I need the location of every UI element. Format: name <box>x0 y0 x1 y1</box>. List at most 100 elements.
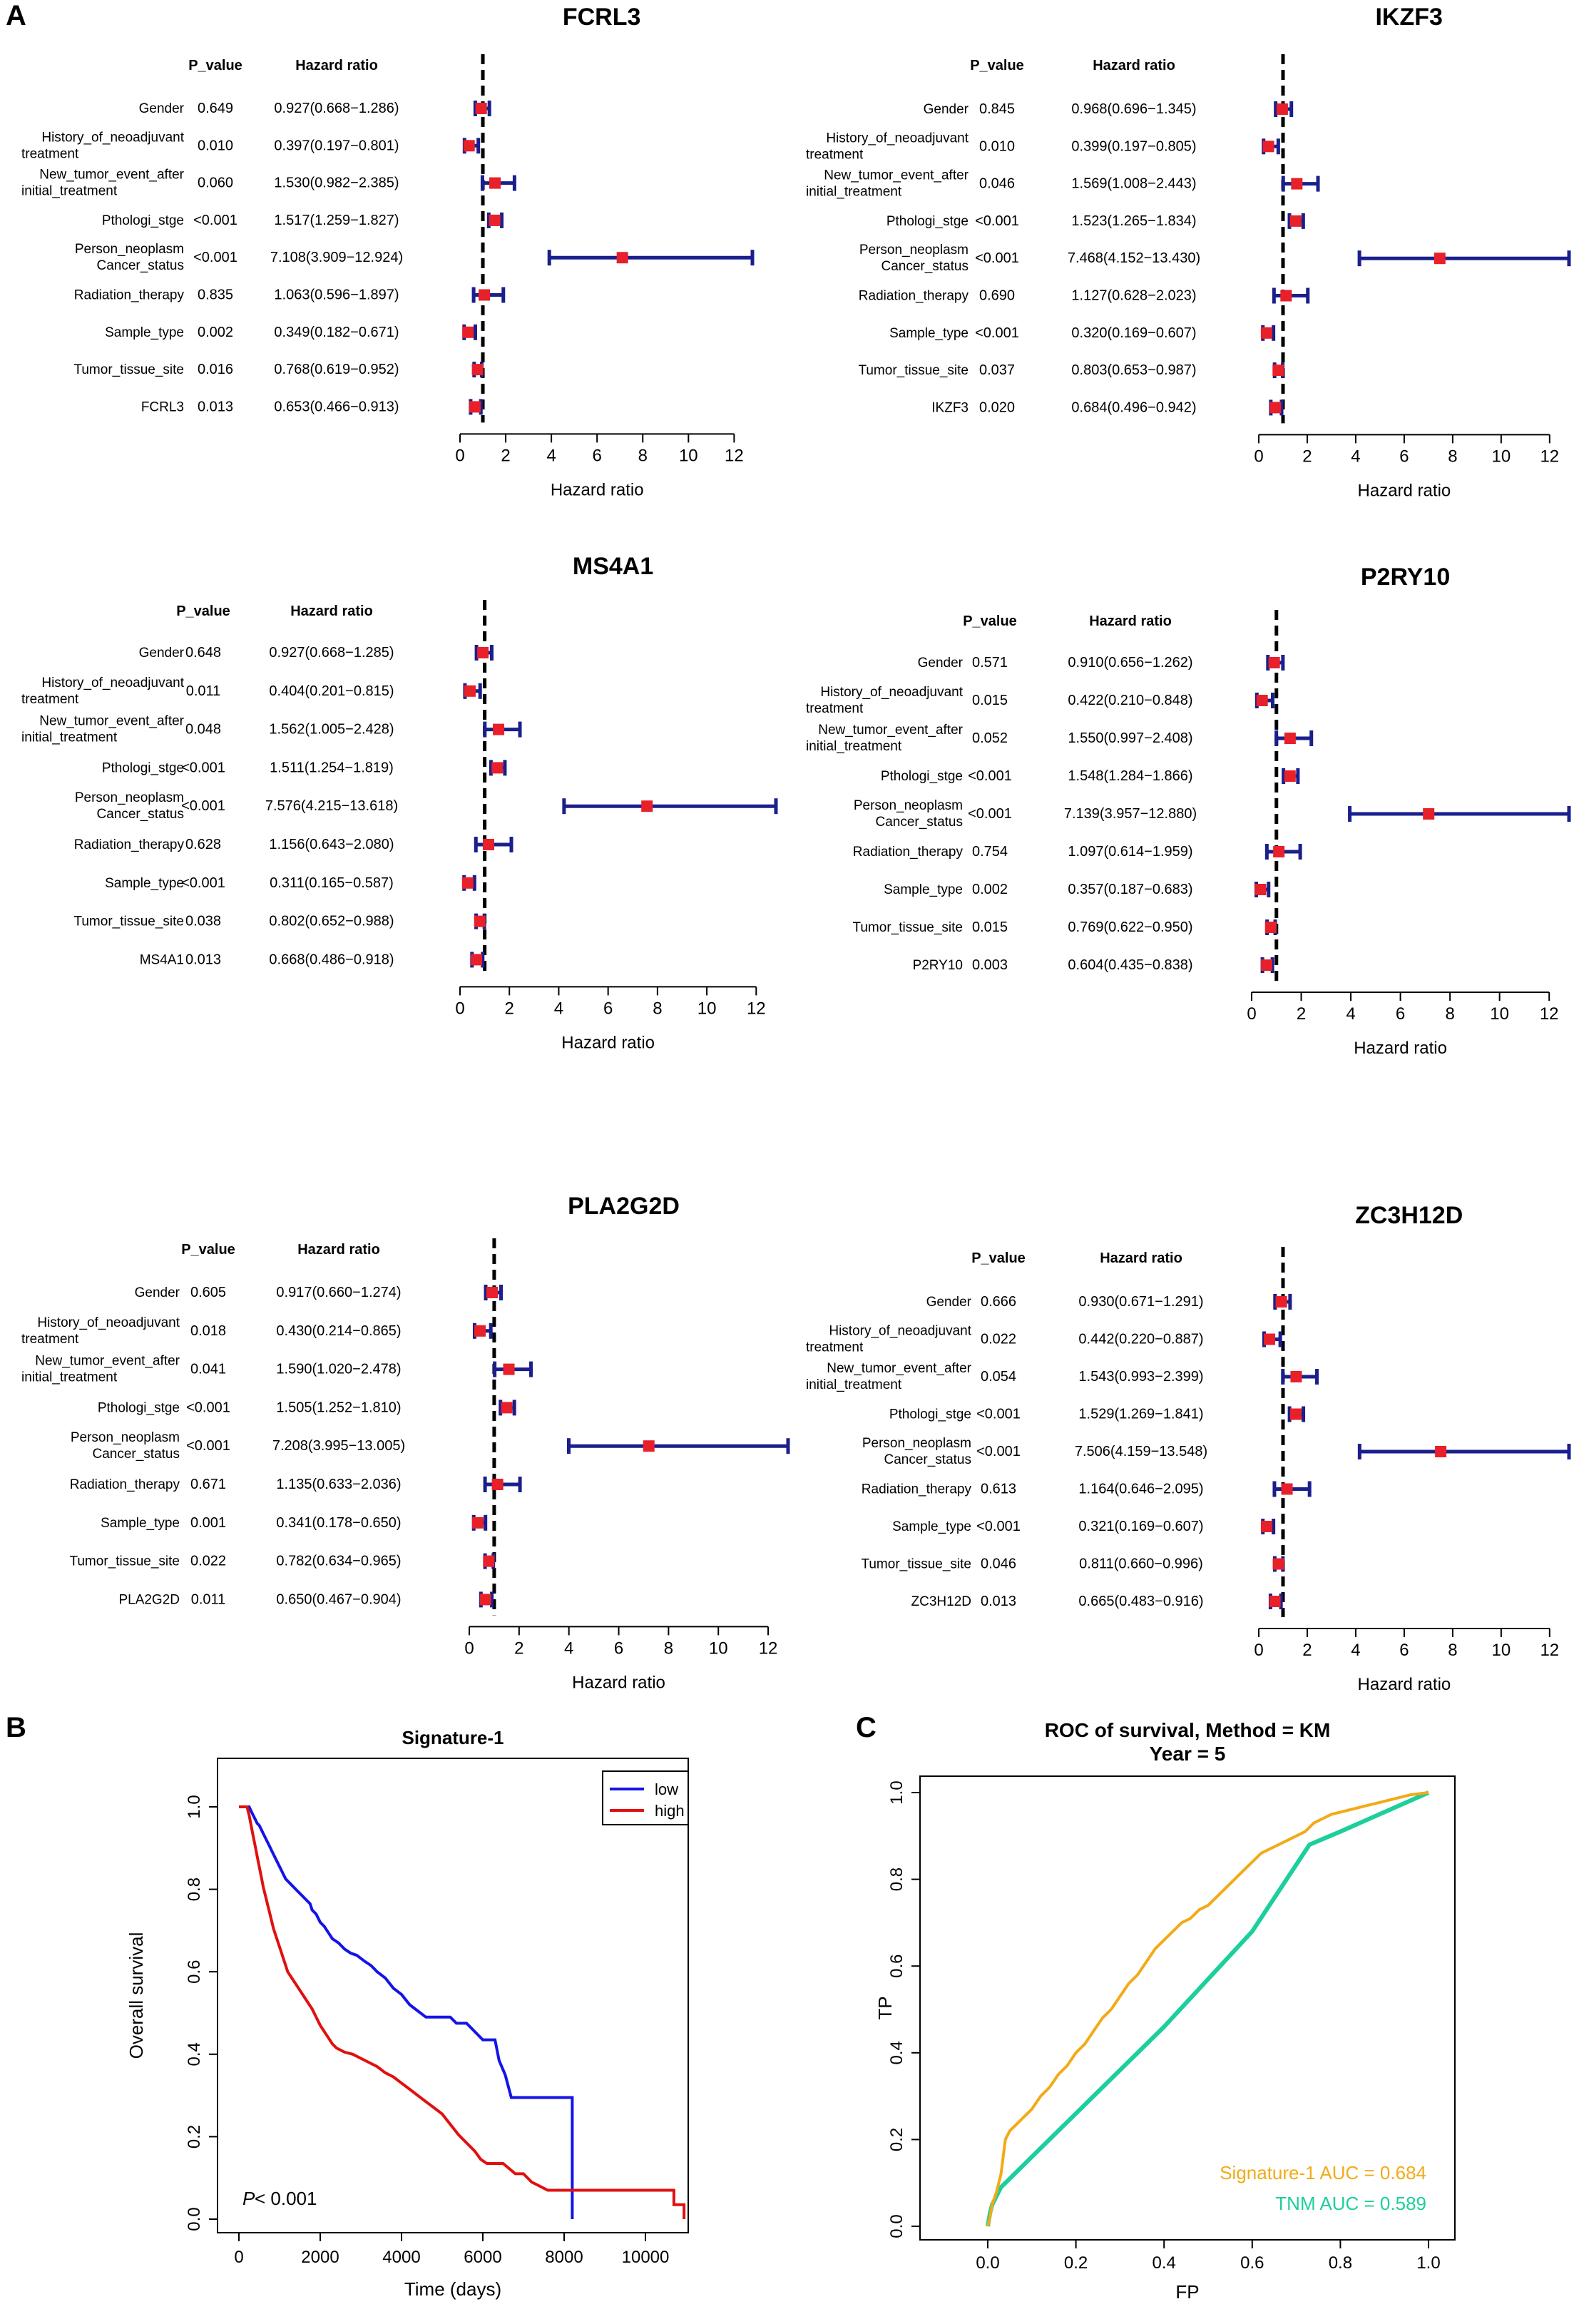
column-header-p-value: P_value <box>176 603 230 619</box>
x-tick-label: 0 <box>455 446 464 465</box>
row-p-value: <0.001 <box>975 213 1019 229</box>
hazard-ratio-point <box>1289 1408 1302 1420</box>
column-header-p-value: P_value <box>181 1242 235 1258</box>
x-tick-label: 6 <box>614 1638 623 1658</box>
x-axis-title: FP <box>1175 2281 1199 2303</box>
row-label-line1: Person_neoplasm <box>862 1436 971 1451</box>
row-hazard-ratio-text: 0.321(0.169−0.607) <box>1078 1519 1203 1534</box>
column-header-hazard-ratio: Hazard ratio <box>1093 58 1175 73</box>
row-hazard-ratio-text: 1.543(0.993−2.399) <box>1078 1369 1203 1385</box>
hazard-ratio-point <box>641 800 653 812</box>
row-p-value: 0.571 <box>972 655 1008 671</box>
y-tick-label: 1.0 <box>887 1780 906 1804</box>
row-label: P2RY10 <box>913 958 963 973</box>
row-p-value: 0.011 <box>191 1591 226 1607</box>
row-hazard-ratio-text: 0.604(0.435−0.838) <box>1068 957 1192 973</box>
row-p-value: 0.015 <box>972 693 1008 708</box>
row-p-value: 0.002 <box>198 325 233 340</box>
column-header-hazard-ratio: Hazard ratio <box>297 1242 380 1258</box>
hazard-ratio-point <box>643 1440 655 1452</box>
row-label: FCRL3 <box>141 399 184 414</box>
row-label-line1: History_of_neoadjuvant <box>41 130 184 145</box>
hazard-ratio-point <box>483 1555 495 1567</box>
row-p-value: 0.648 <box>185 645 221 661</box>
row-label-line1: History_of_neoadjuvant <box>820 685 963 700</box>
row-p-value: 0.041 <box>190 1362 226 1377</box>
row-p-value: <0.001 <box>975 250 1019 266</box>
hazard-ratio-point <box>471 954 483 966</box>
x-tick-label: 0.2 <box>1064 2253 1088 2273</box>
x-axis-title: Hazard ratio <box>572 1673 665 1692</box>
y-tick-label: 0.2 <box>185 2125 204 2149</box>
hazard-ratio-point <box>1260 327 1272 339</box>
hazard-ratio-point <box>1291 178 1303 190</box>
row-label: Pthologi_stge <box>102 760 184 775</box>
row-p-value: 0.013 <box>981 1594 1016 1609</box>
row-p-value: 0.628 <box>185 837 221 852</box>
row-hazard-ratio-text: 0.684(0.496−0.942) <box>1071 399 1196 415</box>
y-tick-label: 0.4 <box>887 2041 906 2064</box>
chart-title: Signature-1 <box>402 1727 504 1748</box>
x-tick-label: 8 <box>1445 1004 1454 1024</box>
auc-label-tnm: TNM AUC = 0.589 <box>1275 2193 1426 2214</box>
hazard-ratio-point <box>483 839 495 850</box>
panel-letter-c: C <box>856 1712 877 1743</box>
hazard-ratio-point <box>469 401 481 413</box>
hazard-ratio-point <box>1284 770 1296 782</box>
row-hazard-ratio-text: 0.811(0.660−0.996) <box>1079 1556 1203 1572</box>
plot-frame <box>919 1775 1456 2241</box>
row-label-line1: New_tumor_event_after <box>818 723 963 738</box>
row-label: Radiation_therapy <box>70 1477 180 1492</box>
chart-svg: P2RY10 P_value Hazard ratio Gender 0.571 0.91… <box>806 564 1571 1058</box>
row-label: Gender <box>918 656 964 671</box>
hazard-ratio-point <box>1272 365 1284 377</box>
y-axis-title: TP <box>874 1996 896 2019</box>
row-p-value: <0.001 <box>181 760 225 775</box>
x-tick-label: 12 <box>747 999 766 1018</box>
row-label-line2: initial_treatment <box>806 739 902 754</box>
row-p-value: 0.690 <box>979 288 1015 304</box>
hazard-ratio-point <box>1272 1558 1284 1570</box>
row-p-value: 0.046 <box>981 1556 1016 1572</box>
row-label: Sample_type <box>892 1519 971 1534</box>
row-label-line1: Person_neoplasm <box>71 1430 180 1445</box>
x-tick-label: 6000 <box>464 2248 501 2267</box>
chart-subtitle: Year = 5 <box>1150 1743 1226 1765</box>
row-label: Tumor_tissue_site <box>861 1557 971 1572</box>
y-tick-label: 0.0 <box>185 2207 204 2231</box>
x-tick-label: 2 <box>1297 1004 1306 1024</box>
hazard-ratio-point <box>471 364 484 376</box>
forest-plot-pla2g2d: PLA2G2D P_value Hazard ratio Gender 0.605 0.9… <box>0 1170 790 1692</box>
row-label-line1: History_of_neoadjuvant <box>41 676 184 690</box>
chart-svg: FCRL3 P_value Hazard ratio Gender 0.649 0.927… <box>21 4 755 499</box>
hazard-ratio-point <box>474 915 486 927</box>
row-p-value: 0.022 <box>981 1332 1016 1347</box>
x-axis-title: Hazard ratio <box>1358 481 1451 500</box>
hazard-ratio-point <box>493 723 505 735</box>
x-tick-label: 0.8 <box>1329 2253 1352 2273</box>
row-p-value: 0.845 <box>979 101 1015 117</box>
row-label: Gender <box>139 101 185 116</box>
hazard-ratio-point <box>475 103 487 114</box>
hazard-ratio-point <box>479 1594 491 1606</box>
hazard-ratio-point <box>491 1479 504 1490</box>
x-tick-label: 4 <box>1351 1641 1360 1660</box>
row-label: PLA2G2D <box>118 1592 180 1607</box>
row-p-value: 0.754 <box>972 844 1008 860</box>
row-p-value: 0.613 <box>981 1482 1016 1497</box>
forest-plot-zc3h12d: ZC3H12D P_value Hazard ratio Gender 0.666 0.9… <box>785 1170 1571 1694</box>
x-tick-label: 4 <box>1346 1004 1355 1024</box>
forest-plot-p2ry10: P2RY10 P_value Hazard ratio Gender 0.571 0.91… <box>785 539 1571 1058</box>
x-tick-label: 4 <box>554 999 563 1018</box>
hazard-ratio-point <box>491 762 504 774</box>
legend-label-high: high <box>655 1802 685 1820</box>
row-p-value: <0.001 <box>193 250 237 265</box>
x-tick-label: 2 <box>501 446 510 465</box>
row-hazard-ratio-text: 0.397(0.197−0.801) <box>274 138 399 153</box>
y-tick-label: 0.6 <box>887 1954 906 1978</box>
row-hazard-ratio-text: 0.320(0.169−0.607) <box>1071 325 1196 341</box>
row-label: Gender <box>926 1295 972 1310</box>
x-axis-title: Hazard ratio <box>1354 1039 1447 1058</box>
row-p-value: 0.010 <box>198 138 233 153</box>
x-tick-label: 2 <box>505 999 514 1018</box>
